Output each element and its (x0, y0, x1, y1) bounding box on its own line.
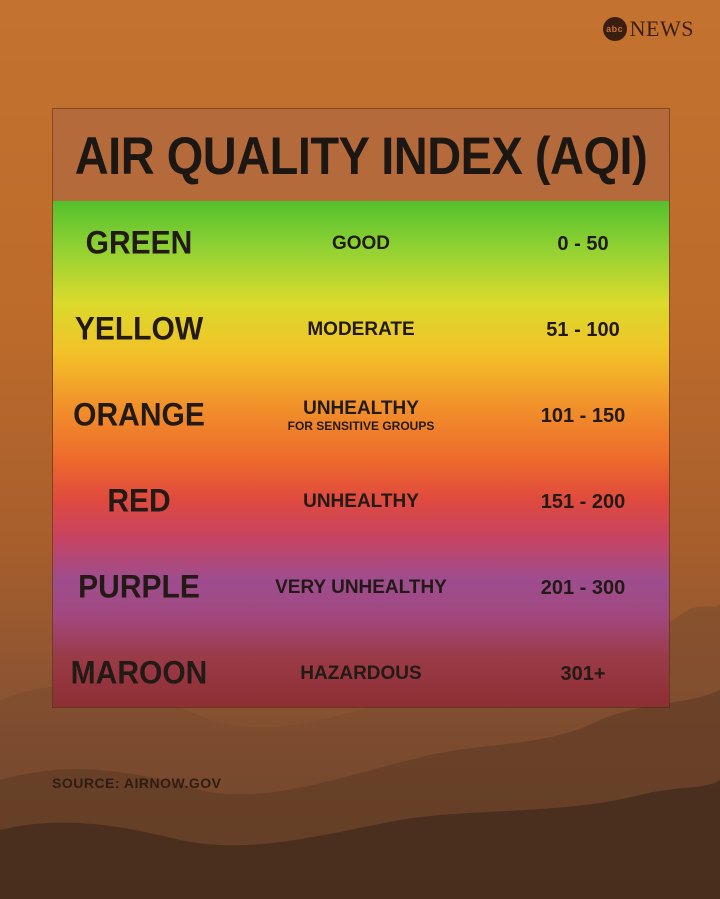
aqi-row-maroon: MAROON HAZARDOUS 301+ (53, 631, 669, 717)
aqi-description-text: HAZARDOUS (300, 663, 422, 684)
aqi-description: UNHEALTHY FOR SENSITIVE GROUPS (225, 398, 497, 434)
aqi-range: 51 - 100 (546, 318, 620, 341)
aqi-description-text: GOOD (331, 233, 391, 254)
aqi-header: AIR QUALITY INDEX (AQI) (53, 109, 669, 201)
aqi-description: MODERATE (225, 320, 497, 340)
aqi-color-label: RED (107, 483, 171, 520)
aqi-row-purple: PURPLE VERY UNHEALTHY 201 - 300 (53, 545, 669, 631)
aqi-range: 101 - 150 (540, 404, 626, 427)
aqi-description-subtext: FOR SENSITIVE GROUPS (287, 419, 435, 433)
page-title: AIR QUALITY INDEX (AQI) (74, 125, 648, 185)
aqi-description-text: UNHEALTHY (303, 491, 419, 512)
aqi-description-text: MODERATE (307, 319, 415, 340)
aqi-description: HAZARDOUS (225, 664, 497, 684)
aqi-description-text: UNHEALTHY (303, 398, 419, 419)
aqi-color-label: YELLOW (74, 311, 204, 348)
aqi-row-yellow: YELLOW MODERATE 51 - 100 (53, 287, 669, 373)
aqi-description: GOOD (225, 234, 497, 254)
aqi-color-label: MAROON (70, 655, 208, 692)
aqi-range: 201 - 300 (540, 576, 626, 599)
abc-news-logo: abc NEWS (602, 16, 694, 42)
aqi-description-text: VERY UNHEALTHY (275, 577, 447, 598)
aqi-description: VERY UNHEALTHY (225, 578, 497, 598)
aqi-color-scale: GREEN GOOD 0 - 50 YELLOW MODERATE 51 - 1… (53, 201, 669, 707)
aqi-row-orange: ORANGE UNHEALTHY FOR SENSITIVE GROUPS 10… (53, 373, 669, 459)
aqi-range: 151 - 200 (540, 490, 626, 513)
aqi-range: 0 - 50 (557, 232, 609, 255)
aqi-row-green: GREEN GOOD 0 - 50 (53, 201, 669, 287)
aqi-color-label: PURPLE (78, 569, 200, 606)
aqi-description: UNHEALTHY (225, 492, 497, 512)
aqi-range: 301+ (560, 662, 606, 685)
aqi-color-label: ORANGE (73, 397, 205, 434)
aqi-row-red: RED UNHEALTHY 151 - 200 (53, 459, 669, 545)
source-credit: SOURCE: AIRNOW.GOV (52, 775, 222, 791)
aqi-color-label: GREEN (85, 225, 193, 262)
abc-logo-circle: abc (602, 17, 627, 41)
aqi-table: AIR QUALITY INDEX (AQI) GREEN GOOD 0 - 5… (52, 108, 670, 708)
news-logo-text: NEWS (629, 16, 694, 41)
